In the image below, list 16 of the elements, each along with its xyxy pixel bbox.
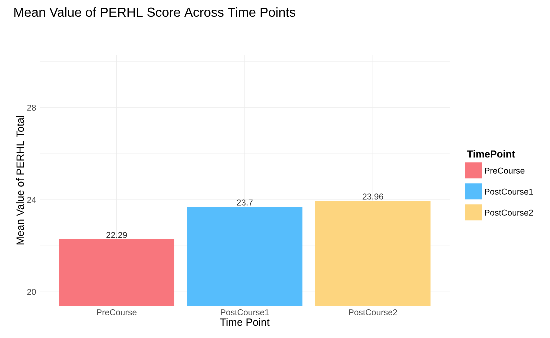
- y-tick-label: 20: [27, 289, 36, 296]
- legend-label: PreCourse: [485, 168, 525, 174]
- x-axis-title: Time Point: [220, 318, 270, 326]
- y-axis-title: Mean Value of PERHL Total: [16, 116, 24, 245]
- legend-title: TimePoint: [467, 150, 516, 158]
- y-tick-label: 24: [27, 197, 36, 204]
- x-tick-label: PostCourse2: [349, 310, 398, 316]
- legend-label: PostCourse2: [485, 210, 534, 216]
- data-label: 23.96: [362, 194, 384, 200]
- data-label: 23.7: [237, 200, 253, 206]
- chart-title: Mean Value of PERHL Score Across Time Points: [14, 8, 296, 18]
- data-label: 22.29: [106, 232, 128, 238]
- y-tick-label: 28: [27, 104, 36, 111]
- x-tick-label: PostCourse1: [221, 310, 270, 316]
- x-tick-label: PreCourse: [97, 310, 137, 316]
- legend-label: PostCourse1: [485, 188, 534, 195]
